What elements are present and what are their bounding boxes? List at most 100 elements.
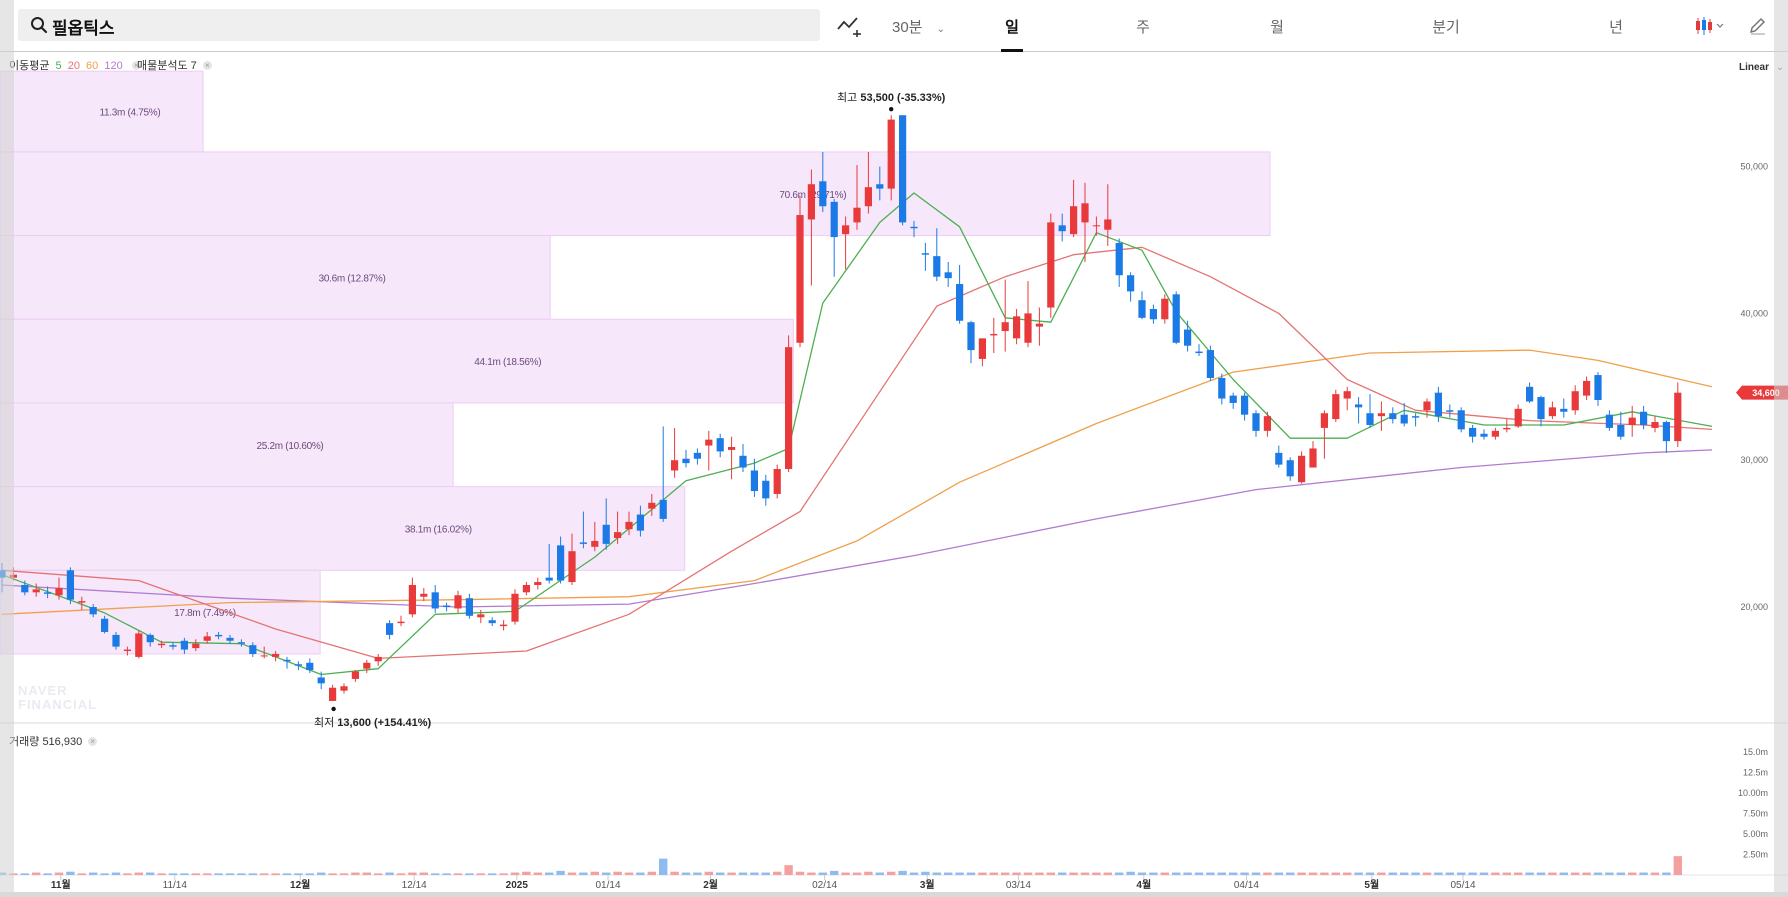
ma-5-label: 5 [55,60,62,72]
candle-body [1537,397,1545,420]
volume-bar [191,873,200,875]
volume-profile-label: 30.6m (12.87%) [319,273,386,284]
volume-bar [1308,872,1318,875]
volume-bar [761,872,770,875]
candle-body [842,225,850,235]
volume-bar [795,871,805,875]
interval-label: 30분 [892,19,923,36]
volume-bar [408,872,417,875]
volume-bar [180,873,189,875]
volume-bar [1194,872,1204,875]
volume-bar [1149,872,1158,875]
candle-body [443,605,451,607]
chart-area[interactable]: 11.3m (4.75%) 70.6m (29.71%) 30.6m (12.87%… [0,52,1788,892]
tab-month[interactable]: 월 [1270,19,1284,36]
candle-body [1605,414,1613,428]
candle-body [693,452,701,459]
candle-body [1617,424,1625,437]
tab-day[interactable]: 일 [1005,19,1019,36]
current-price-label: 34,600 [1752,388,1780,398]
volume-bar [1571,872,1580,875]
tab-year[interactable]: 년 [1609,19,1623,36]
volume-bar [1035,872,1044,875]
x-axis-label: 01/14 [595,880,620,891]
candle-body [237,642,245,644]
volume-bar [659,858,668,875]
close-icon[interactable]: × [88,737,98,746]
candle-body [169,645,177,647]
interval-select[interactable]: 30분 ⌄ [892,16,945,37]
candle-body [728,446,736,450]
volume-bar [385,872,394,875]
volume-bar [1160,872,1169,875]
candle-body [329,687,337,701]
volume-bar [1377,872,1386,875]
volume-bar [260,873,269,875]
candle-body [374,656,382,662]
candle-body [1480,433,1488,437]
candle-body [340,686,348,691]
volume-bar [738,872,748,875]
candle-body [1252,413,1260,431]
candle-body [1343,391,1351,399]
candle-body [933,256,941,277]
ma-label: 이동평균 [9,60,50,72]
volume-bar [909,872,919,875]
candle-body [55,587,63,596]
candle-body [1640,411,1648,425]
volume-axis-label: 12.5m [1743,768,1768,778]
volume-bar [499,873,508,875]
candle-body [796,215,804,343]
top-toolbar: 필옵틱스 30분 ⌄ 일 주 월 분기 년 [0,0,1788,52]
volume-bar [1137,872,1147,875]
candle-body [1149,308,1157,320]
ma-line-5 [1,192,1713,676]
candle-body [1332,394,1340,420]
volume-bar [510,872,520,875]
candle-body [659,499,667,519]
pencil-icon[interactable] [1748,16,1768,36]
candle-body [1400,414,1408,424]
search-input[interactable]: 필옵틱스 [18,9,820,41]
candle-body [1104,219,1112,230]
candle-body [431,592,439,609]
candle-body [306,662,314,671]
volume-bar [1012,872,1021,875]
volume-bar [1525,872,1534,875]
volume-profile-label: 17.8m (7.49%) [174,608,236,619]
tab-week[interactable]: 주 [1136,19,1150,36]
volume-bar [362,872,371,875]
volume-bar [1479,872,1489,875]
volume-profile-label: 11.3m (4.75%) [99,108,160,119]
close-icon[interactable]: × [131,61,141,70]
volume-bar [294,873,303,875]
volume-bar [1229,872,1238,875]
vp-label: 매물분석도 [137,60,188,72]
candle-body [636,514,644,531]
candle-body [32,589,40,593]
chart-type-select[interactable] [1694,15,1726,37]
right-edge-shade [1774,0,1788,892]
volume-bar [613,871,622,875]
candle-body [283,659,291,662]
tab-quarter[interactable]: 분기 [1432,19,1460,36]
volume-bar [1365,872,1375,875]
price-chart[interactable]: 11.3m (4.75%)70.6m (29.71%)30.6m (12.87%… [0,52,1788,892]
close-icon[interactable]: × [202,61,212,70]
x-axis-label: 04/14 [1234,880,1259,891]
draw-line-icon[interactable] [836,15,862,37]
volume-bar [887,871,896,875]
volume-bar [864,871,873,875]
candle-body [1024,313,1032,343]
candle-body [21,584,29,593]
candle-body [557,545,565,581]
vp-value: 7 [190,60,197,72]
candle-body [1001,322,1009,332]
volume-legend: 거래량 516,930 × [9,733,98,749]
candle-body [215,634,223,637]
volume-bar [1468,872,1477,875]
x-axis-label: 2025 [506,880,529,891]
candle-body [1434,392,1442,417]
volume-bar [647,871,656,875]
candle-body [511,593,519,622]
